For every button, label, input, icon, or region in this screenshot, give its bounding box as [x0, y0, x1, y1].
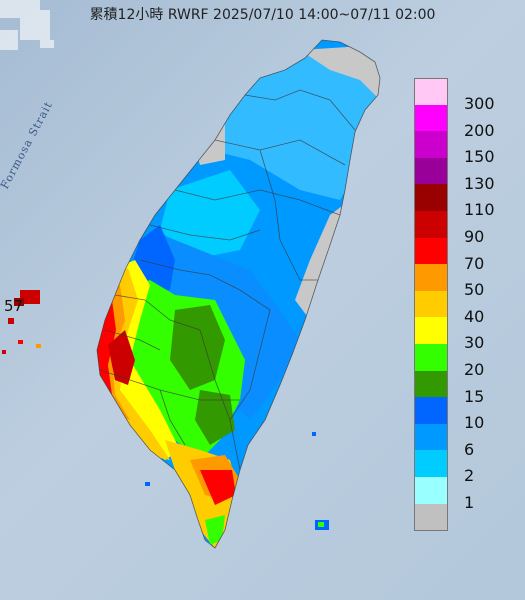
legend-item: 10 — [412, 397, 522, 432]
legend-item: 200 — [412, 104, 522, 140]
legend-swatch — [414, 503, 448, 532]
map-title: 累積12小時 RWRF 2025/07/10 14:00~07/11 02:00 — [89, 7, 436, 23]
legend-item: 90 — [412, 210, 522, 246]
legend-label: 1 — [464, 492, 475, 512]
legend-label: 90 — [464, 226, 485, 246]
legend-label: 2 — [464, 466, 475, 486]
legend-label: 6 — [464, 439, 475, 459]
legend-item: 30 — [412, 317, 522, 352]
legend-swatch — [414, 450, 448, 477]
legend-label: 110 — [464, 200, 495, 220]
legend-item: 2 — [412, 450, 522, 485]
legend-label: 130 — [464, 173, 495, 193]
legend-swatch — [414, 370, 448, 398]
legend-swatch — [414, 343, 448, 371]
legend-swatch — [414, 78, 448, 106]
legend-swatch — [414, 290, 448, 318]
legend-swatch — [414, 476, 448, 504]
legend-item: 150 — [412, 131, 522, 166]
legend-item — [412, 503, 522, 532]
legend-swatch — [414, 237, 448, 265]
offshore-islands — [2, 290, 329, 530]
legend-item: 20 — [412, 343, 522, 379]
legend-label: 10 — [464, 413, 485, 433]
legend-label: 150 — [464, 147, 495, 167]
legend-label: 20 — [464, 359, 485, 379]
legend-item: 110 — [412, 184, 522, 219]
legend-item: 1 — [412, 476, 522, 512]
legend-label: 15 — [464, 386, 485, 406]
legend-label: 50 — [464, 280, 485, 300]
legend-item: 40 — [412, 290, 522, 326]
legend-label: 70 — [464, 253, 485, 273]
legend-label: 200 — [464, 120, 495, 140]
legend-item: 300 — [412, 78, 522, 113]
rainfall-legend: 300 200 150 130 110 90 70 50 40 30 20 15 10 6 2 1 — [412, 78, 522, 532]
legend-swatch — [414, 131, 448, 158]
legend-swatch — [414, 157, 448, 185]
legend-item: 130 — [412, 157, 522, 193]
legend-swatch — [414, 104, 448, 132]
legend-label: 300 — [464, 94, 495, 113]
legend-item: 15 — [412, 370, 522, 406]
county-boundaries — [96, 39, 381, 549]
legend-swatch — [414, 210, 448, 238]
islet-value-label: 57 — [4, 297, 24, 315]
legend-swatch — [414, 397, 448, 424]
legend-swatch — [414, 264, 448, 291]
legend-label: 40 — [464, 306, 485, 326]
legend-swatch — [414, 184, 448, 211]
cloud-texture — [0, 0, 54, 50]
legend-label: 30 — [464, 333, 485, 353]
legend-swatch — [414, 423, 448, 451]
legend-item: 70 — [412, 237, 522, 273]
legend-swatch — [414, 317, 448, 344]
legend-item: 6 — [412, 423, 522, 459]
legend-item: 50 — [412, 264, 522, 299]
